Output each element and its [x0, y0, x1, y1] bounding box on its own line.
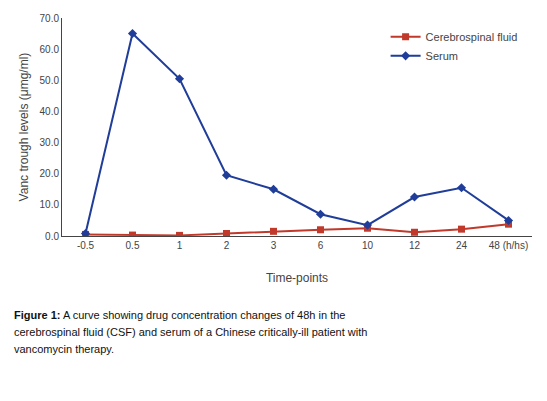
svg-text:20.0: 20.0	[40, 168, 60, 179]
svg-text:1: 1	[177, 240, 183, 251]
svg-text:30.0: 30.0	[40, 137, 60, 148]
svg-text:10: 10	[362, 240, 374, 251]
svg-text:70.0: 70.0	[40, 13, 60, 24]
svg-text:60.0: 60.0	[40, 44, 60, 55]
svg-text:50.0: 50.0	[40, 75, 60, 86]
svg-text:0.0: 0.0	[45, 231, 59, 242]
svg-text:cerebrospinal fluid (CSF) and: cerebrospinal fluid (CSF) and serum of a…	[14, 326, 367, 338]
svg-text:40.0: 40.0	[40, 106, 60, 117]
svg-text:Time-points: Time-points	[266, 271, 328, 285]
svg-text:-0.5: -0.5	[77, 240, 95, 251]
svg-text:10.0: 10.0	[40, 199, 60, 210]
svg-text:Vanc trough levels (μmg/ml): Vanc trough levels (μmg/ml)	[17, 53, 31, 202]
svg-text:Serum: Serum	[426, 50, 458, 62]
svg-text:vancomycin therapy.: vancomycin therapy.	[14, 343, 114, 355]
svg-text:Figure 1: A curve showing drug: Figure 1: A curve showing drug concentra…	[14, 309, 345, 321]
svg-text:0.5: 0.5	[126, 240, 140, 251]
svg-text:24: 24	[456, 240, 468, 251]
svg-text:3: 3	[271, 240, 277, 251]
svg-text:6: 6	[318, 240, 324, 251]
svg-text:Cerebrospinal fluid: Cerebrospinal fluid	[426, 31, 518, 43]
svg-text:2: 2	[224, 240, 230, 251]
svg-text:48 (h/hs): 48 (h/hs)	[489, 240, 528, 251]
svg-text:12: 12	[409, 240, 421, 251]
